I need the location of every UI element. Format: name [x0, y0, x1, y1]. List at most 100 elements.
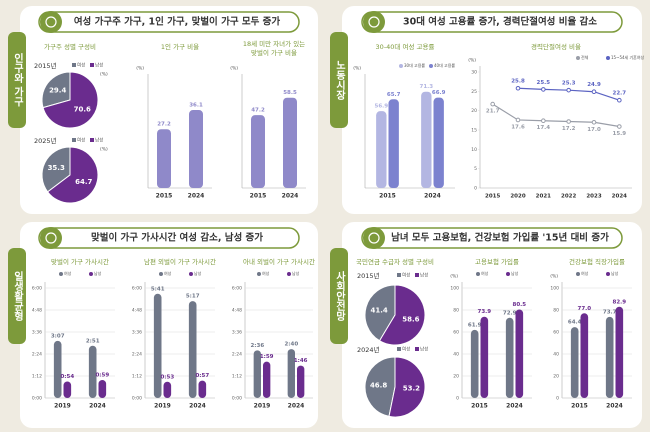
value-label: 5:17 [186, 294, 200, 300]
bar [433, 97, 444, 188]
value-label: 71.3 [420, 84, 434, 90]
pie-subtitle: 2015년 [357, 271, 380, 280]
point [515, 117, 521, 123]
chart-title: 경력단절여성 비율 [531, 42, 581, 51]
legend-label: 남성 [194, 270, 202, 276]
side-label: 노동시장 [334, 60, 346, 101]
legend-label: 남성 [95, 62, 103, 69]
legend-label: 남성 [292, 270, 300, 276]
y-tick-label: 20 [453, 374, 459, 380]
value-label: 15.9 [613, 131, 627, 137]
y-tick-label: 0 [456, 396, 459, 402]
x-tick-label: 2015 [471, 403, 488, 410]
value-label: 64.4 [568, 320, 582, 326]
point [541, 118, 546, 124]
legend-swatch [90, 138, 94, 142]
value-label: 73.9 [478, 309, 492, 315]
x-tick-label: 2015 [156, 193, 173, 200]
value-label: 27.2 [157, 122, 171, 128]
bar [570, 327, 579, 398]
x-tick-label: 2024 [189, 403, 206, 410]
bar [287, 349, 295, 398]
x-tick-label: 2015 [571, 403, 588, 410]
legend-swatch [89, 272, 93, 276]
bar [88, 345, 97, 398]
bar [157, 129, 171, 188]
value-label: 72.9 [503, 310, 517, 316]
slice-label: 64.7 [75, 178, 92, 186]
chart-title: 1인 가구 비율 [161, 42, 199, 51]
title-icon-inner [45, 232, 57, 244]
unit-label: (%) [100, 147, 108, 153]
y-tick-label: 80 [553, 308, 559, 314]
chart-title: 남편 외벌이 가구 가사시간 [144, 257, 216, 266]
point [617, 97, 622, 103]
legend-label: 남성 [94, 270, 102, 276]
y-tick-label: 60 [553, 330, 559, 336]
legend-swatch [415, 273, 419, 277]
legend-label: 남성 [420, 346, 428, 353]
value-label: 2:51 [86, 338, 100, 344]
point [541, 87, 546, 92]
pie-slice [378, 284, 426, 346]
y-tick-label: 1:12 [232, 374, 242, 380]
chart-title: 고용보험 가입률 [475, 257, 519, 266]
title-icon-inner [368, 232, 380, 244]
legend-label: 여성 [402, 272, 410, 279]
y-tick-label: 3:36 [232, 330, 242, 336]
x-tick-label: 2019 [154, 403, 171, 410]
pie-slice [41, 71, 71, 109]
y-tick-label: 25 [471, 89, 477, 95]
y-tick-label: 40 [453, 352, 459, 358]
y-tick-label: 30 [471, 70, 477, 76]
legend-swatch [506, 272, 510, 276]
point [515, 85, 521, 91]
y-tick-label: 6:00 [232, 286, 242, 292]
value-label: 25.3 [562, 81, 576, 87]
title-icon [40, 227, 62, 249]
pie-slice [46, 146, 99, 204]
legend-label: 30대 고용률 [404, 62, 425, 68]
value-label: 1:59 [260, 354, 274, 360]
bar [198, 380, 207, 398]
side-label: 일생활균형 [12, 270, 24, 322]
value-label: 65.7 [387, 92, 401, 98]
legend-swatch [606, 56, 610, 60]
legend-swatch [59, 272, 63, 276]
value-label: 0:59 [95, 372, 109, 378]
value-label: 2:40 [284, 342, 298, 348]
y-tick-label: 80 [453, 308, 459, 314]
side-label: 사회안전망 [334, 270, 346, 322]
legend-swatch [189, 272, 193, 276]
title-icon-inner [45, 16, 57, 28]
title-pill [361, 11, 623, 33]
value-label: 25.5 [537, 80, 551, 86]
bar [53, 340, 62, 398]
slice-label: 53.2 [403, 385, 420, 393]
y-tick-label: 60 [453, 330, 459, 336]
slice-label: 46.8 [370, 381, 387, 389]
y-tick-label: 0:00 [32, 396, 42, 402]
chart-title: 국민연금 수급자 성별 구성비 [356, 257, 434, 266]
chart-title: 맞벌이 가구 가사시간 [51, 257, 109, 266]
panel-title: 여성 가구주 가구, 1인 가구, 맞벌이 가구 모두 증가 [74, 16, 281, 28]
value-label: 5:41 [151, 286, 165, 292]
pie-slice [42, 71, 99, 129]
value-label: 21.7 [486, 109, 500, 115]
value-label: 17.0 [587, 127, 601, 133]
unit-label: (%) [353, 66, 361, 72]
x-tick-label: 2015 [485, 194, 500, 200]
legend-swatch [287, 272, 291, 276]
bar [515, 309, 524, 398]
unit-label: (%) [468, 58, 476, 64]
value-label: 56.9 [375, 104, 389, 110]
slice-label: 70.6 [74, 105, 91, 113]
side-tab [330, 32, 348, 128]
legend-swatch [72, 63, 76, 67]
bar [470, 329, 479, 398]
legend-swatch [90, 63, 94, 67]
unit-label: (%) [230, 66, 238, 72]
bar [421, 91, 432, 188]
y-tick-label: 20 [471, 108, 477, 114]
